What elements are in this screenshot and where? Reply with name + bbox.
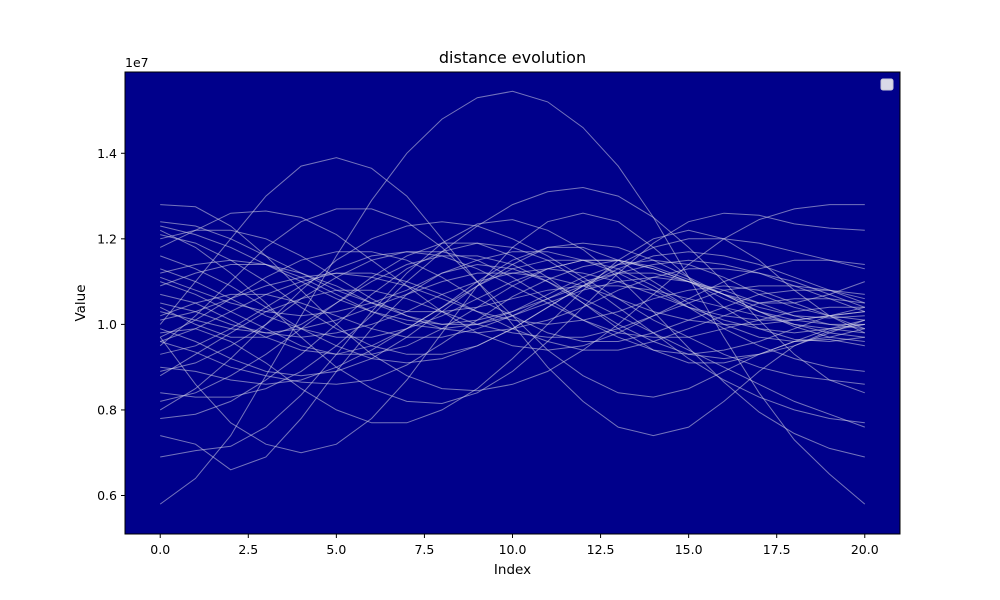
series-line-2: [160, 219, 865, 458]
series-line-24: [159, 285, 865, 377]
series-line-23: [160, 251, 865, 334]
x-tick-label: 7.5: [414, 542, 434, 557]
x-tick-label: 0.0: [150, 542, 170, 557]
series-line-20: [159, 242, 865, 364]
y-tick-label: 1.4: [97, 146, 117, 161]
series-line-15: [160, 246, 865, 355]
series-line-16: [160, 221, 865, 334]
legend-box: [880, 78, 894, 91]
series-line-27: [160, 225, 865, 325]
x-tick-label: 17.5: [763, 542, 791, 557]
series-line-36: [160, 259, 865, 338]
y-tick-label: 1.2: [97, 231, 117, 246]
series-line-33: [160, 229, 865, 334]
series-line-19: [160, 259, 865, 385]
y-tick-label: 1.0: [97, 317, 117, 332]
x-axis: 0.0 2.5 5.0 7.5 10.0 12.5 15.0 17.5 20.0: [150, 534, 879, 557]
y-axis: 0.6 0.8 1.0 1.2 1.4: [97, 146, 125, 503]
x-tick-label: 2.5: [238, 542, 258, 557]
y-tick-label: 0.6: [97, 488, 117, 503]
series-line-32: [160, 251, 865, 355]
x-tick-label: 12.5: [587, 542, 615, 557]
series-line-35: [160, 251, 865, 372]
x-tick-label: 10.0: [499, 542, 527, 557]
series-lines: [159, 90, 866, 505]
y-axis-offset-label: 1e7: [125, 55, 149, 70]
x-tick-label: 15.0: [675, 542, 703, 557]
series-line-37: [159, 251, 865, 342]
series-line-18: [159, 210, 865, 351]
y-tick-label: 0.8: [97, 402, 117, 417]
y-axis-label: Value: [73, 284, 89, 321]
chart-title: distance evolution: [439, 48, 586, 67]
series-line-5: [159, 90, 866, 505]
series-line-38: [160, 272, 865, 334]
x-axis-label: Index: [494, 562, 531, 578]
series-line-30: [160, 242, 865, 424]
series-line-28: [160, 255, 865, 402]
x-tick-label: 5.0: [326, 542, 346, 557]
series-line-25: [160, 272, 865, 330]
x-tick-label: 20.0: [851, 542, 879, 557]
series-line-3: [159, 157, 865, 437]
